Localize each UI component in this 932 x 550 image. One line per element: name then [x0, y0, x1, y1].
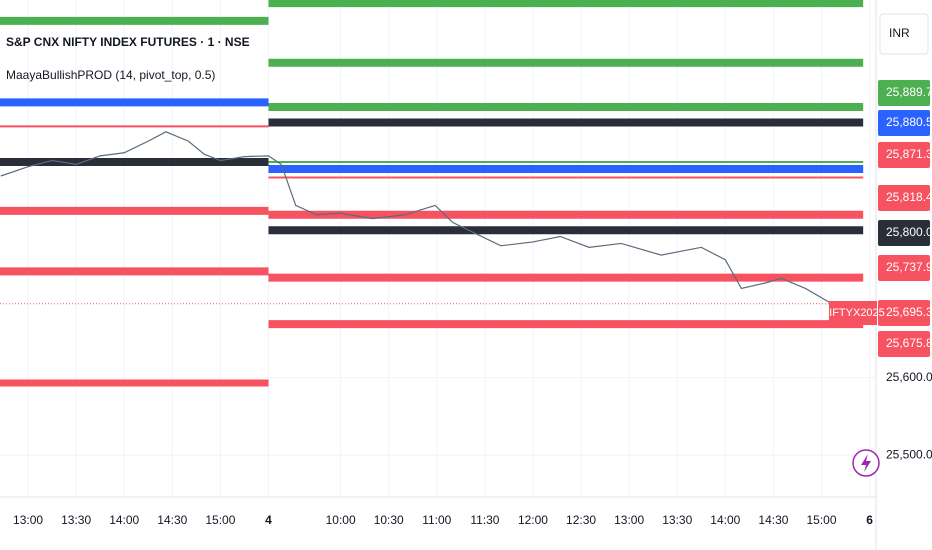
lightning-icon[interactable]	[852, 449, 880, 477]
price-badge	[878, 110, 930, 136]
price-badge-label: 25,737.90	[886, 260, 932, 274]
x-tick-label: 12:00	[518, 513, 548, 527]
y-tick-label: 25,500.00	[886, 447, 932, 461]
price-badge	[878, 255, 930, 281]
indicator-label[interactable]: MaayaBullishPROD (14, pivot_top, 0.5)	[6, 68, 215, 82]
grid	[0, 0, 876, 497]
price-line	[0, 131, 830, 303]
x-tick-label: 15:00	[806, 513, 836, 527]
price-badge-label: 25,695.30	[886, 305, 932, 319]
x-tick-label: 12:30	[566, 513, 596, 527]
x-tick-label: 10:30	[374, 513, 404, 527]
symbol-badge	[829, 301, 877, 325]
price-badge-label: 25,818.40	[886, 190, 932, 204]
price-badge	[878, 185, 930, 211]
icon-bolt[interactable]	[861, 454, 871, 472]
x-tick-label: 14:00	[710, 513, 740, 527]
axes: 25,600.00 25,500.00 13:00 13:30 14:00 14:30 15…	[13, 80, 932, 527]
price-badge-label: 25,889.70	[886, 85, 932, 99]
x-tick-label: 11:00	[422, 513, 451, 527]
x-tick-label: 14:00	[109, 513, 139, 527]
y-tick-label: 25,600.00	[886, 370, 932, 384]
x-tick-label: 13:00	[614, 513, 644, 527]
price-badge	[878, 80, 930, 106]
price-badge	[878, 300, 930, 326]
price-badge	[878, 142, 930, 168]
x-tick-label: 11:30	[470, 513, 499, 527]
price-badge	[878, 220, 930, 246]
x-tick-label: 15:00	[205, 513, 235, 527]
symbol-label: NIFTYX2025	[821, 307, 885, 319]
currency-label[interactable]: INR	[889, 26, 910, 40]
x-tick-label: 13:00	[13, 513, 43, 527]
chart-title: S&P CNX NIFTY INDEX FUTURES · 1 · NSE	[6, 35, 250, 49]
price-badge-label: 25,880.50	[886, 115, 932, 129]
x-tick-label: 14:30	[157, 513, 187, 527]
price-badge-label: 25,800.00	[886, 225, 932, 239]
x-tick-label: 14:30	[758, 513, 788, 527]
x-tick-label: 13:30	[61, 513, 91, 527]
currency-button[interactable]	[879, 13, 929, 55]
x-tick-label: 13:30	[662, 513, 692, 527]
plot-area	[0, 0, 876, 387]
x-tick-label: 10:00	[326, 513, 356, 527]
price-badge-label: 25,675.80	[886, 336, 932, 350]
price-badge	[878, 331, 930, 357]
x-tick-label: 4	[265, 513, 272, 527]
x-tick-label: 6	[866, 513, 873, 527]
price-badge-label: 25,871.30	[886, 147, 932, 161]
